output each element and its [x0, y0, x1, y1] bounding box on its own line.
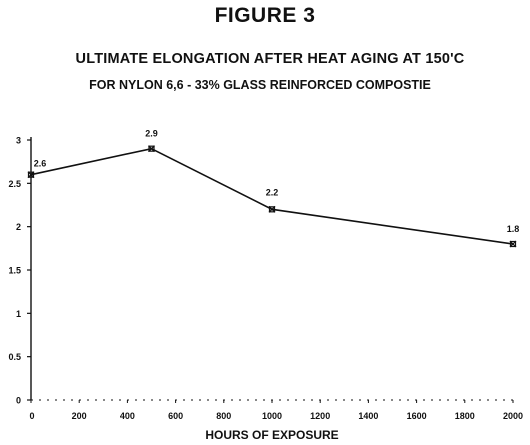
y-tick-label: 3 — [16, 136, 21, 146]
y-tick-label: 0.5 — [8, 352, 21, 362]
x-tick-label: 1600 — [407, 411, 427, 421]
y-tick-label: 1.5 — [8, 266, 21, 276]
chart-title: ULTIMATE ELONGATION AFTER HEAT AGING AT … — [75, 51, 465, 67]
y-ticks: 0 0.5 1 1.5 2 2.5 3 — [8, 136, 31, 406]
data-label: 2.9 — [145, 129, 158, 139]
x-tick-label: 600 — [168, 411, 183, 421]
y-tick-label: 2.5 — [8, 179, 21, 189]
x-ticks: 0 200 400 600 800 1000 1200 1400 1600 1800 2000 — [29, 400, 523, 421]
x-tick-label: 1200 — [310, 411, 330, 421]
chart-subtitle: FOR NYLON 6,6 - 33% GLASS REINFORCED COM… — [89, 78, 431, 92]
x-tick-label: 0 — [29, 411, 34, 421]
data-points: 2.6 2.9 2.2 1.8 — [27, 129, 520, 248]
x-tick-label: 1400 — [358, 411, 378, 421]
series-line — [30, 147, 514, 245]
data-label: 2.6 — [34, 159, 47, 169]
y-tick-label: 1 — [16, 309, 21, 319]
data-point — [509, 240, 517, 248]
x-tick-label: 1000 — [262, 411, 282, 421]
y-tick-label: 0 — [16, 396, 21, 406]
x-axis-title: HOURS OF EXPOSURE — [205, 428, 338, 442]
data-label: 1.8 — [507, 224, 520, 234]
figure-label: FIGURE 3 — [214, 4, 316, 27]
data-point — [148, 145, 155, 153]
x-tick-label: 400 — [120, 411, 135, 421]
data-point — [268, 205, 276, 213]
x-tick-label: 2000 — [503, 411, 523, 421]
data-label: 2.2 — [266, 187, 279, 197]
x-tick-label: 800 — [216, 411, 231, 421]
data-point — [27, 171, 35, 179]
x-tick-label: 200 — [72, 411, 87, 421]
y-tick-label: 2 — [16, 222, 21, 232]
x-tick-label: 1800 — [455, 411, 475, 421]
